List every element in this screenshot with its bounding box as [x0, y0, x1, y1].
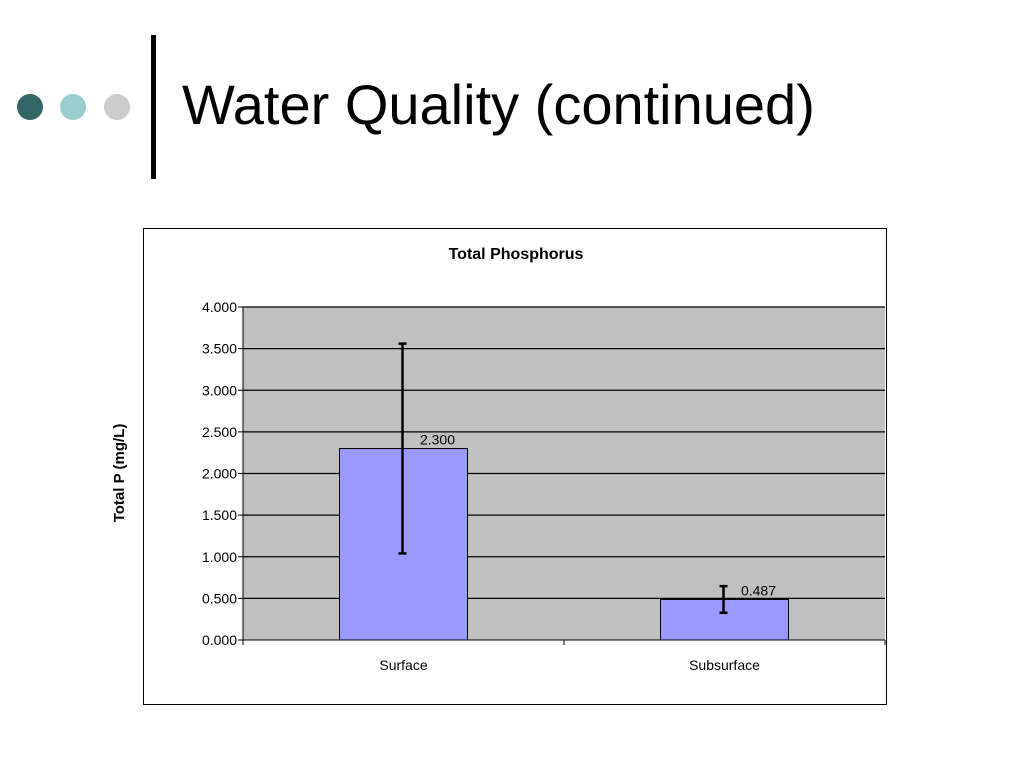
- x-tick-label: Surface: [379, 657, 427, 673]
- x-tick-label: Subsurface: [689, 657, 760, 673]
- y-tick-label: 3.000: [202, 382, 237, 398]
- y-tick-label: 3.500: [202, 341, 237, 357]
- bullet-dot-1: [17, 94, 43, 120]
- chart-frame: [143, 228, 887, 705]
- data-label: 2.300: [420, 432, 455, 448]
- y-tick-label: 0.500: [202, 590, 237, 606]
- bullet-dot-3: [104, 94, 130, 120]
- chart-title: Total Phosphorus: [449, 246, 584, 263]
- title-divider: [151, 35, 156, 179]
- data-label: 0.487: [741, 582, 776, 598]
- y-tick-label: 1.000: [202, 549, 237, 565]
- y-tick-label: 0.000: [202, 632, 237, 648]
- y-tick-label: 1.500: [202, 507, 237, 523]
- y-tick-label: 2.500: [202, 424, 237, 440]
- bullet-dot-2: [60, 94, 86, 120]
- y-tick-label: 4.000: [202, 299, 237, 315]
- slide-title: Water Quality (continued): [182, 73, 815, 136]
- y-axis-label: Total P (mg/L): [111, 424, 128, 523]
- y-tick-label: 2.000: [202, 466, 237, 482]
